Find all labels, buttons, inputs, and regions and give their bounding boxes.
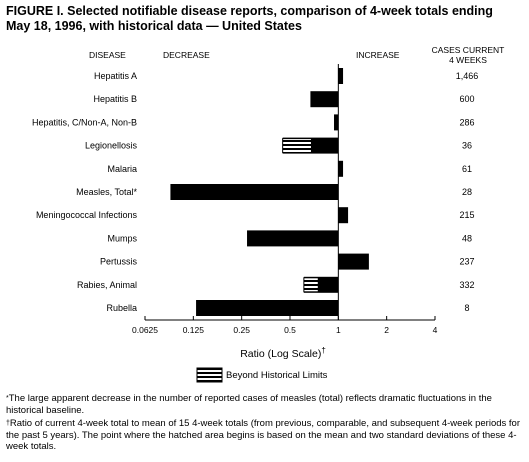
footnote-1-text: The large apparent decrease in the numbe…	[6, 393, 492, 416]
x-tick-label: 0.5	[284, 325, 296, 335]
header-disease: DISEASE	[89, 50, 126, 60]
cases-value: 36	[462, 141, 472, 151]
x-axis-label: Ratio (Log Scale)†	[240, 346, 326, 360]
x-tick-label: 0.0625	[132, 325, 158, 335]
category-label: Hepatitis B	[93, 94, 137, 104]
ratio-bar	[170, 184, 339, 200]
legend-hatch-swatch	[196, 367, 223, 383]
category-label: Malaria	[107, 164, 137, 174]
cases-value: 61	[462, 164, 472, 174]
header-cases-line-1: CASES CURRENT	[431, 45, 505, 55]
x-tick-label: 0.25	[233, 325, 250, 335]
ratio-bar	[338, 207, 349, 224]
header-decrease: DECREASE	[163, 50, 210, 60]
ratio-bar	[338, 68, 344, 84]
header-increase: INCREASE	[356, 50, 400, 60]
category-label: Rubella	[106, 303, 137, 313]
ratio-bar	[338, 253, 369, 270]
title-line-2: May 18, 1996, with historical data — Uni…	[6, 19, 302, 33]
footnote-2: †Ratio of current 4-week total to mean o…	[6, 418, 521, 453]
legend: Beyond Historical Limits	[196, 367, 328, 383]
category-label: Measles, Total*	[76, 187, 137, 197]
category-label: Rabies, Animal	[77, 280, 137, 290]
cases-value: 237	[459, 257, 474, 267]
cases-value: 286	[459, 117, 474, 127]
header-cases: CASES CURRENT 4 WEEKS	[418, 45, 518, 65]
ratio-bar	[196, 300, 339, 316]
beyond-limits-hatch	[282, 138, 312, 154]
footnote-1: *The large apparent decrease in the numb…	[6, 393, 521, 416]
figure-title: FIGURE I. Selected notifiable disease re…	[6, 4, 526, 34]
category-label: Hepatitis, C/Non-A, Non-B	[32, 117, 137, 127]
cases-value: 332	[459, 280, 474, 290]
x-axis-label-mark: †	[321, 346, 325, 355]
ratio-bar	[338, 160, 344, 177]
beyond-limits-hatch	[303, 277, 319, 293]
ratio-bar	[334, 114, 339, 131]
cases-value: 1,466	[456, 71, 479, 81]
footnote-2-mark: †	[6, 420, 10, 427]
x-tick-label: 0.125	[183, 325, 205, 335]
cases-value: 8	[464, 303, 469, 313]
x-tick-label: 2	[384, 325, 389, 335]
ratio-bar	[247, 230, 339, 247]
legend-label: Beyond Historical Limits	[226, 370, 328, 381]
header-cases-line-2: 4 WEEKS	[449, 55, 487, 65]
category-label: Pertussis	[100, 257, 138, 267]
cases-value: 215	[459, 210, 474, 220]
cases-value: 600	[459, 94, 474, 104]
cases-value: 28	[462, 187, 472, 197]
footnote-2-text: Ratio of current 4-week total to mean of…	[6, 418, 521, 452]
category-label: Hepatitis A	[94, 71, 137, 81]
cases-value: 48	[462, 233, 472, 243]
category-label: Legionellosis	[85, 141, 138, 151]
title-line-1: FIGURE I. Selected notifiable disease re…	[6, 4, 493, 18]
category-label: Meningococcal Infections	[36, 210, 138, 220]
x-tick-label: 4	[433, 325, 438, 335]
footnote-1-mark: *	[6, 395, 9, 402]
ratio-bar	[310, 91, 339, 108]
category-label: Mumps	[107, 233, 137, 243]
x-tick-label: 1	[336, 325, 341, 335]
